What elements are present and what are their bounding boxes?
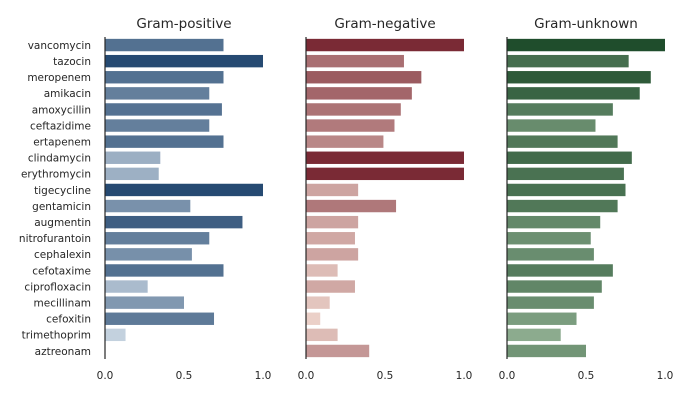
panel-3: Gram-unknown 0.0 0.5 1.0 [499,16,674,382]
bar-ertapenem [507,135,618,148]
bar-meropenem [306,71,422,84]
bar-aztreonam [306,344,370,358]
bar-erythromycin [507,167,624,181]
x-tick-label: 0.0 [97,370,114,382]
panel-2: Gram-negative 0.0 0.5 1.0 [298,16,473,382]
panel-title: Gram-negative [334,16,435,32]
bar-mecillinam [507,296,594,309]
bar-cefotaxime [306,264,338,277]
panel-title: Gram-positive [136,16,231,32]
bar-amoxycillin [105,103,222,116]
bar-gentamicin [507,199,618,213]
bar-cephalexin [105,248,192,261]
panel-1: Gram-positive vancomycin tazocin meropenem a… [19,16,271,382]
bar-cefoxitin [507,312,577,325]
category-label: amoxycillin [32,104,91,116]
bar-trimethoprim [507,328,561,342]
bar-mecillinam [306,296,330,309]
bar-amikacin [105,87,210,100]
bar-amikacin [306,87,412,100]
bar-vancomycin [306,38,464,52]
x-tick-label: 1.0 [255,370,272,382]
category-label: augmentin [34,217,91,229]
category-label: trimethoprim [22,330,91,342]
bar-trimethoprim [105,328,126,342]
category-label: vancomycin [28,40,91,52]
bar-vancomycin [105,38,224,52]
x-tick-label: 0.5 [578,370,595,382]
bar-clindamycin [507,151,632,164]
bar-tigecycline [306,183,359,197]
bar-ceftazidime [105,119,210,132]
category-label: amikacin [44,88,91,100]
category-label: cefotaxime [32,265,91,277]
bar-tazocin [507,54,629,68]
bar-tazocin [306,54,404,68]
bar-augmentin [507,215,601,229]
bar-augmentin [306,215,359,229]
bar-ciprofloxacin [306,280,355,293]
category-label: ceftazidime [30,120,91,132]
x-tick-label: 0.0 [298,370,315,382]
bar-cefoxitin [105,312,215,325]
category-label: tazocin [53,56,91,68]
bar-meropenem [507,71,651,84]
bar-vancomycin [507,38,665,52]
bar-ertapenem [306,135,384,148]
category-label: erythromycin [21,169,91,181]
x-tick-label: 0.0 [499,370,516,382]
bar-ciprofloxacin [507,280,602,293]
bar-augmentin [105,215,243,229]
bar-nitrofurantoin [105,232,210,245]
x-tick-label: 1.0 [456,370,473,382]
bar-cephalexin [306,248,359,261]
bar-cefotaxime [507,264,613,277]
bar-erythromycin [306,167,464,181]
bar-tigecycline [507,183,626,197]
bar-nitrofurantoin [306,232,355,245]
bar-ciprofloxacin [105,280,148,293]
bar-ertapenem [105,135,224,148]
category-label: ciprofloxacin [24,281,91,293]
category-label: clindamycin [28,153,91,165]
bar-ceftazidime [507,119,596,132]
x-tick-label: 0.5 [377,370,394,382]
category-label: meropenem [27,72,91,84]
category-label: ertapenem [33,136,91,148]
bar-tigecycline [105,183,263,197]
bar-cefotaxime [105,264,224,277]
category-label: gentamicin [32,201,91,213]
category-label: cefoxitin [46,314,91,326]
category-label: nitrofurantoin [19,233,91,245]
bar-trimethoprim [306,328,338,342]
bar-clindamycin [306,151,464,164]
bar-gentamicin [306,199,397,213]
bar-nitrofurantoin [507,232,591,245]
bar-amoxycillin [507,103,613,116]
bar-cephalexin [507,248,594,261]
category-label: aztreonam [35,346,91,358]
category-label: mecillinam [34,297,91,309]
bar-ceftazidime [306,119,395,132]
panel-title: Gram-unknown [534,16,638,32]
bar-meropenem [105,71,224,84]
bar-tazocin [105,54,263,68]
category-label: cephalexin [34,249,91,261]
bar-gentamicin [105,199,191,213]
bar-mecillinam [105,296,184,309]
bar-amikacin [507,87,640,100]
bar-cefoxitin [306,312,321,325]
bar-erythromycin [105,167,159,181]
x-tick-label: 1.0 [657,370,674,382]
category-label: tigecycline [34,185,91,197]
x-tick-label: 0.5 [176,370,193,382]
bar-amoxycillin [306,103,401,116]
bar-clindamycin [105,151,161,164]
bar-aztreonam [507,344,586,358]
